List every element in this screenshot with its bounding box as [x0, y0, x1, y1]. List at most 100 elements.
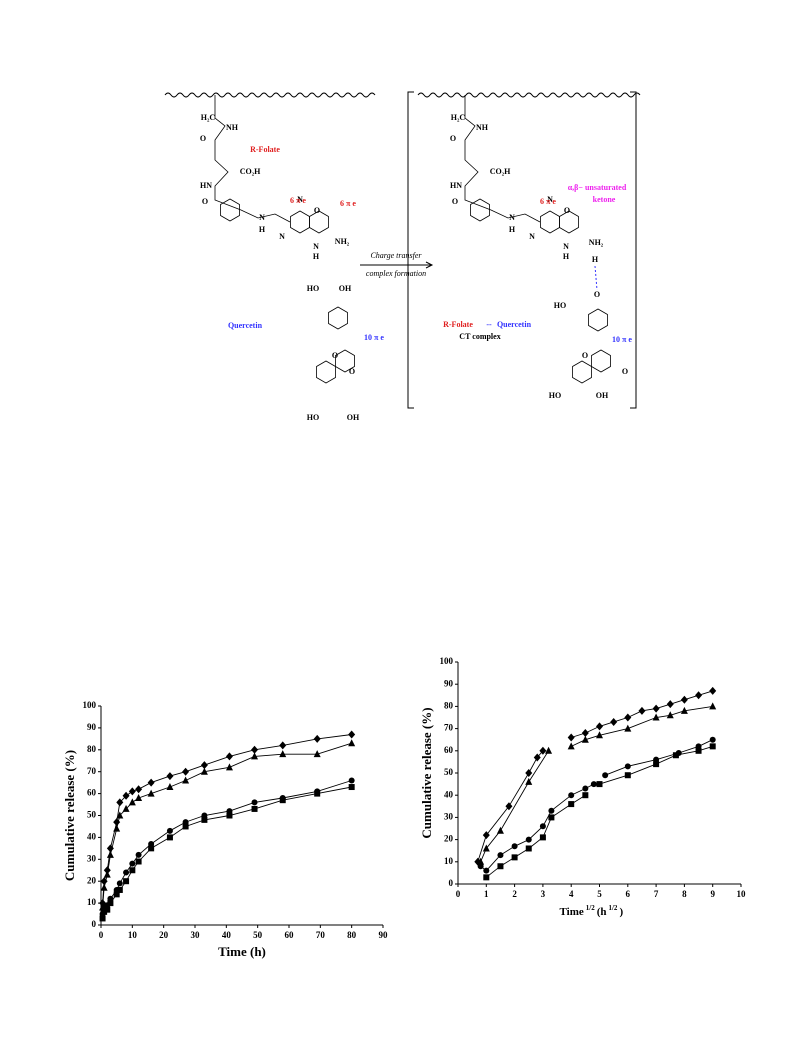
- marker: [596, 731, 603, 739]
- marker: [251, 745, 259, 754]
- marker: [116, 798, 124, 807]
- marker: [567, 742, 575, 750]
- bond: [464, 95, 541, 223]
- marker: [225, 752, 233, 761]
- y-tick-label: 80: [87, 744, 97, 754]
- marker: [135, 858, 142, 865]
- marker: [129, 860, 136, 867]
- marker: [251, 799, 258, 806]
- marker: [695, 691, 703, 700]
- scheme-label: N: [509, 213, 515, 222]
- scheme-label: H: [563, 252, 570, 261]
- marker: [525, 836, 532, 843]
- marker: [182, 767, 190, 776]
- marker: [116, 886, 123, 893]
- marker: [596, 781, 603, 788]
- scheme-label: O: [594, 290, 600, 299]
- scheme-label: 10 π e: [612, 335, 632, 344]
- marker: [128, 798, 136, 806]
- y-tick-label: 10: [87, 897, 97, 907]
- marker: [99, 915, 106, 922]
- scheme-label: NH: [226, 123, 239, 132]
- marker: [525, 777, 533, 785]
- ring: [316, 360, 336, 384]
- x-axis-label: Time (h): [218, 944, 266, 959]
- marker: [201, 816, 208, 823]
- x-tick-label: 80: [347, 930, 357, 940]
- y-tick-label: 10: [444, 856, 454, 866]
- y-tick-label: 20: [87, 875, 97, 885]
- scheme-label: NH: [476, 123, 489, 132]
- marker: [709, 743, 716, 750]
- surface-right: [417, 92, 641, 98]
- marker: [104, 906, 111, 913]
- marker: [103, 866, 111, 875]
- marker: [483, 874, 490, 881]
- scheme-label: R-Folate: [443, 320, 473, 329]
- ring: [335, 349, 355, 373]
- x-tick-label: 0: [456, 889, 461, 899]
- h-bond: [594, 265, 598, 291]
- marker: [533, 753, 541, 762]
- ring: [559, 210, 579, 234]
- marker: [279, 750, 287, 758]
- y-tick-label: 100: [440, 656, 454, 666]
- x-tick-label: 8: [682, 889, 687, 899]
- marker: [166, 783, 174, 791]
- scheme-label: HO: [307, 413, 319, 422]
- marker: [709, 686, 717, 695]
- y-axis-label: Cumulative release (%): [419, 707, 434, 838]
- scheme-label: N: [313, 242, 319, 251]
- scheme-label: H: [509, 225, 516, 234]
- marker: [581, 729, 589, 738]
- y-tick-label: 60: [444, 745, 454, 755]
- marker: [596, 722, 603, 731]
- marker: [590, 781, 597, 788]
- marker: [624, 772, 631, 779]
- fit-line: [486, 745, 713, 878]
- marker: [135, 793, 143, 801]
- scheme-label: NH₂: [589, 238, 604, 247]
- y-tick-label: 0: [449, 878, 454, 888]
- scheme-label: N: [297, 195, 303, 204]
- fit-line: [102, 742, 352, 908]
- scheme-label: O: [452, 197, 458, 206]
- scheme-label: N: [259, 213, 265, 222]
- bracket-right: [630, 91, 637, 409]
- bracket-left: [407, 91, 414, 409]
- y-tick-label: 40: [444, 789, 454, 799]
- marker: [106, 850, 114, 858]
- scheme-label: HN: [200, 181, 212, 190]
- marker: [652, 713, 660, 721]
- fit-line: [477, 690, 713, 862]
- scheme-label: α,β− unsaturated: [568, 183, 627, 192]
- scheme-label: Quercetin: [228, 321, 263, 330]
- marker: [166, 772, 174, 781]
- marker: [348, 777, 355, 784]
- marker: [348, 739, 356, 747]
- scheme-label: H₂C: [201, 113, 216, 122]
- marker: [568, 801, 575, 808]
- marker: [279, 741, 287, 750]
- x-axis-label-part: ): [619, 906, 623, 918]
- scheme-label: CO₂H: [240, 167, 261, 176]
- bond: [214, 95, 291, 223]
- marker: [147, 778, 155, 787]
- marker: [582, 785, 589, 792]
- x-tick-label: 60: [285, 930, 295, 940]
- fit-line: [102, 734, 352, 904]
- y-tick-label: 50: [87, 810, 97, 820]
- marker: [135, 851, 142, 858]
- marker: [182, 823, 189, 830]
- x-tick-label: 20: [159, 930, 169, 940]
- x-tick-label: 6: [626, 889, 631, 899]
- marker: [539, 834, 546, 841]
- marker: [511, 843, 518, 850]
- x-tick-label: 10: [128, 930, 138, 940]
- marker: [548, 814, 555, 821]
- marker: [100, 883, 108, 891]
- marker: [135, 785, 143, 794]
- marker: [666, 711, 674, 719]
